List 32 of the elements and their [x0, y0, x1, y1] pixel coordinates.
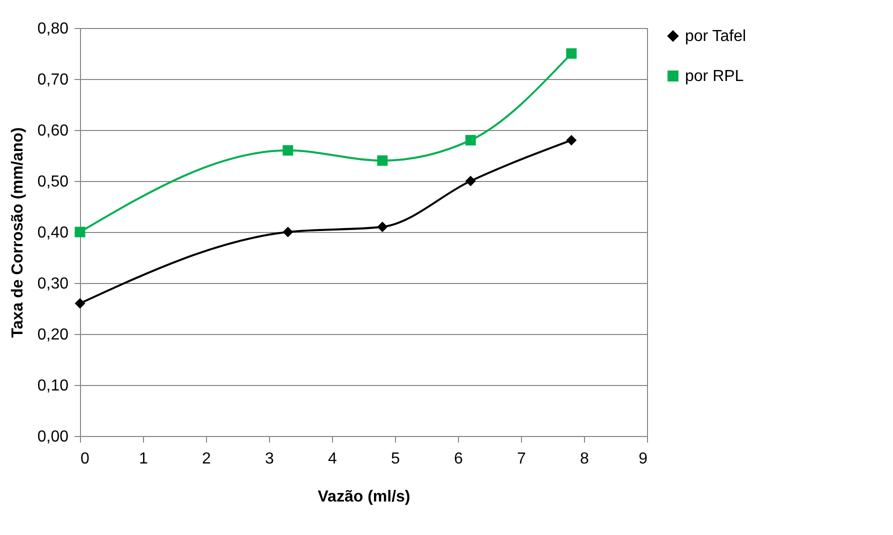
x-tick-label: 5	[391, 450, 400, 468]
y-tick-label: 0,50	[37, 174, 69, 190]
y-tick-label: 0,10	[37, 378, 69, 394]
point	[566, 134, 577, 146]
x-tick-label: 1	[139, 450, 148, 468]
y-tick-label: 0,80	[37, 20, 69, 38]
y-tick-label: 0,00	[37, 428, 69, 446]
y-tick-label: 0,30	[37, 276, 69, 292]
point	[465, 176, 476, 186]
point	[282, 226, 294, 238]
point	[377, 222, 388, 232]
point	[465, 134, 476, 146]
point	[282, 145, 294, 156]
y-tick-label: 0,60	[37, 122, 69, 140]
x-tick-label: 8	[580, 450, 590, 468]
x-tick-label: 7	[517, 450, 526, 468]
legend-label: por RPL	[685, 68, 744, 85]
point	[74, 298, 86, 309]
x-tick-label: 0	[80, 450, 90, 468]
x-tick-label: 6	[454, 450, 464, 468]
point	[377, 155, 388, 166]
y-tick-label: 0,70	[37, 72, 69, 88]
legend-label: por Tafel	[685, 28, 746, 45]
x-axis-title: Vazão (ml/s)	[318, 488, 410, 506]
point	[566, 48, 577, 59]
x-tick-label: 2	[202, 450, 212, 468]
y-tick-label: 0,20	[37, 326, 69, 344]
y-axis-title: Taxa de Corrosão (mm/ano)	[9, 127, 26, 338]
x-tick-label: 9	[638, 450, 648, 468]
x-tick-label: 4	[328, 450, 338, 468]
y-tick-label: 0,40	[37, 224, 69, 242]
x-tick-label: 3	[265, 450, 274, 468]
